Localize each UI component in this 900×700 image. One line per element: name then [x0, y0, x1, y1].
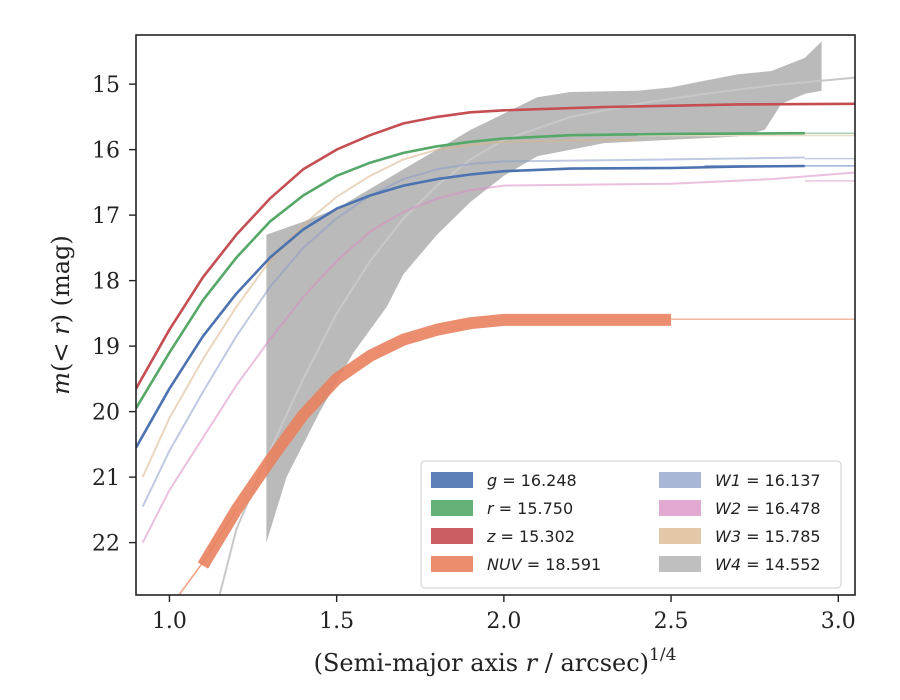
y-axis-title: m(< r) (mag) — [47, 235, 75, 395]
x-tick-label: 2.5 — [654, 609, 689, 634]
legend-swatch-W2 — [659, 500, 701, 516]
plot-frame — [135, 34, 856, 596]
y-tick-label: 19 — [92, 335, 120, 360]
x-tick-label: 1.0 — [152, 609, 187, 634]
y-tick-label: 18 — [92, 270, 120, 295]
y-axis-ticks: 15 16 17 18 19 20 21 22 — [92, 73, 136, 557]
model-curve-W4 — [218, 76, 855, 595]
x-axis-ticks: 1.0 1.5 2.0 2.5 3.0 — [152, 595, 856, 634]
legend-swatch-g — [431, 472, 473, 488]
y-axis-title-unit: (mag) — [47, 235, 75, 314]
series-line-W3 — [141, 138, 638, 478]
x-tick-label: 2.0 — [486, 609, 521, 634]
series-line-r — [136, 131, 805, 409]
legend-swatch-W1 — [659, 472, 701, 488]
y-tick-label: 22 — [92, 532, 120, 557]
y-axis-title-close: ) — [47, 314, 75, 323]
legend-label-z: z = 15.302 — [486, 527, 575, 546]
legend-label-W4: W4 = 14.552 — [715, 555, 821, 574]
series-lines — [136, 102, 855, 595]
legend-label-g: g = 16.248 — [487, 471, 577, 490]
series-line-W2 — [141, 171, 855, 544]
x-axis-title-var: r — [526, 649, 539, 677]
series-line-NUV — [197, 313, 672, 569]
legend-swatch-W4 — [659, 556, 701, 572]
y-tick-label: 20 — [92, 401, 120, 426]
x-axis-title-mid: / arcsec) — [537, 649, 649, 677]
y-tick-label: 21 — [92, 466, 120, 491]
y-axis-title-r: r — [47, 322, 75, 335]
series-line-W1 — [141, 156, 805, 508]
x-axis-title-sup: 1/4 — [649, 645, 676, 665]
legend-swatch-NUV — [431, 556, 473, 572]
series-line-g — [136, 164, 805, 449]
y-axis-title-m: m — [47, 372, 75, 395]
x-axis-title: (Semi-major axis r / arcsec)1/4 — [314, 645, 677, 677]
series-line-z — [136, 102, 855, 390]
y-axis-title-open: ( — [47, 363, 75, 372]
legend-label-r: r = 15.750 — [487, 499, 573, 518]
legend: g = 16.248 r = 15.750 z = 15.302 NUV = 18.5… — [420, 460, 842, 589]
legend-label-NUV: NUV = 18.591 — [487, 555, 601, 574]
legend-swatch-r — [431, 500, 473, 516]
legend-box — [420, 460, 842, 589]
y-tick-label: 17 — [92, 204, 120, 229]
legend-label-W2: W2 = 16.478 — [715, 499, 821, 518]
y-tick-label: 15 — [92, 73, 120, 98]
y-tick-label: 16 — [92, 139, 120, 164]
x-tick-label: 3.0 — [821, 609, 856, 634]
legend-label-W1: W1 = 16.137 — [715, 471, 821, 490]
y-axis-title-lt: < — [47, 335, 75, 363]
legend-swatch-z — [431, 528, 473, 544]
x-axis-title-main: (Semi-major axis — [314, 649, 526, 677]
legend-swatch-W3 — [659, 528, 701, 544]
x-tick-label: 1.5 — [319, 609, 354, 634]
legend-label-W3: W3 = 15.785 — [715, 527, 821, 546]
